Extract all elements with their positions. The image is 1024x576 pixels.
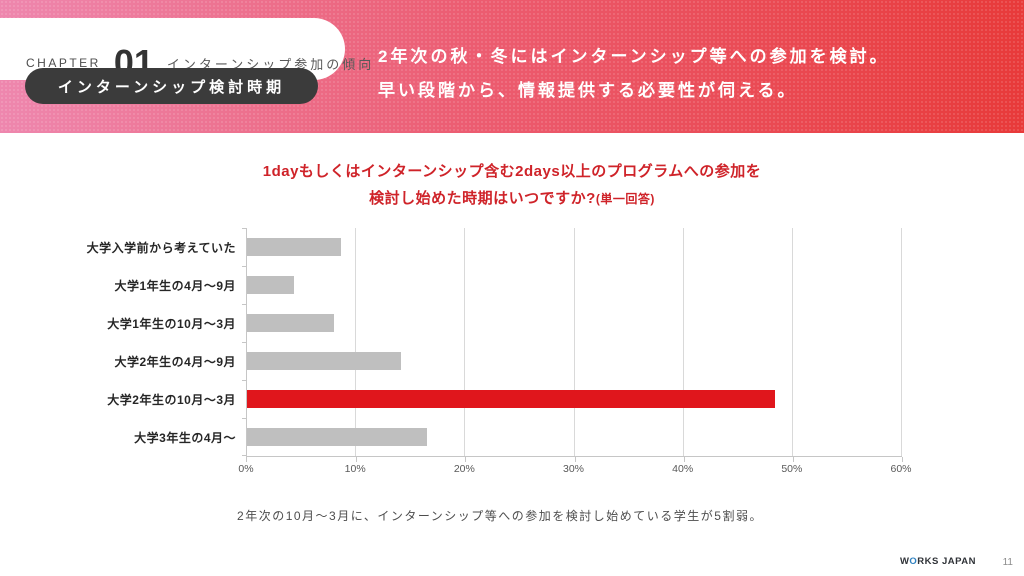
category-label: 大学2年生の10月〜3月 xyxy=(107,392,236,407)
x-axis-ticks: 0% 10% 20% 30% 40% 50% 60% xyxy=(238,463,911,479)
y-axis-tick-mark xyxy=(242,380,246,381)
headline: 2年次の秋・冬にはインターンシップ等への参加を検討。 早い段階から、情報提供する… xyxy=(378,40,890,108)
gridline xyxy=(464,228,466,456)
x-axis-tick-mark xyxy=(574,457,576,462)
category-label: 大学1年生の10月〜3月 xyxy=(107,316,236,331)
chapter-label: CHAPTER xyxy=(26,56,101,70)
header-band: CHAPTER 01 インターンシップ参加の傾向 インターンシップ検討時期 2年… xyxy=(0,0,1024,133)
chart-title-note: (単一回答) xyxy=(595,192,655,206)
works-japan-logo: WORKS JAPAN xyxy=(899,556,976,567)
page-number: 11 xyxy=(1002,557,1013,568)
x-tick-label: 10% xyxy=(344,463,366,475)
x-tick-label: 60% xyxy=(890,463,912,475)
chart-title: 1dayもしくはインターンシップ含む2days以上のプログラムへの参加を 検討し… xyxy=(0,158,1024,213)
gridline xyxy=(901,228,902,456)
x-axis-tick-mark xyxy=(683,457,685,462)
headline-line1: 2年次の秋・冬にはインターンシップ等への参加を検討。 xyxy=(378,47,890,66)
x-tick-label: 20% xyxy=(453,463,475,475)
x-axis-tick-mark xyxy=(246,457,247,462)
chapter-section-title: インターンシップ参加の傾向 xyxy=(166,56,375,72)
category-label: 大学3年生の4月〜 xyxy=(134,430,236,445)
bar xyxy=(247,314,335,332)
bar xyxy=(247,428,428,446)
bar xyxy=(247,238,341,256)
y-axis-tick-mark xyxy=(242,342,246,343)
gridline xyxy=(355,228,357,456)
chart-title-line1: 1dayもしくはインターンシップ含む2days以上のプログラムへの参加を xyxy=(262,163,762,180)
x-axis-tick-mark xyxy=(792,457,794,462)
category-label: 大学入学前から考えていた xyxy=(86,240,236,255)
x-axis-tick-mark xyxy=(465,457,467,462)
y-axis-tick-mark xyxy=(242,266,246,267)
y-axis-tick-mark xyxy=(242,418,246,419)
gridline xyxy=(791,228,793,456)
logo-o-mark: O xyxy=(909,556,918,567)
category-label: 大学1年生の4月〜9月 xyxy=(114,278,236,293)
plot-area xyxy=(242,228,903,462)
footnote: 2年次の10月〜3月に、インターンシップ等への参加を検討し始めている学生が5割弱… xyxy=(237,509,763,523)
gridline xyxy=(573,228,575,456)
x-tick-label: 0% xyxy=(238,463,254,475)
headline-line2: 早い段階から、情報提供する必要性が伺える。 xyxy=(378,81,798,100)
x-tick-label: 40% xyxy=(672,463,694,475)
bar xyxy=(247,352,401,370)
category-labels: 大学入学前から考えていた 大学1年生の4月〜9月 大学1年生の10月〜3月 大学2年生… xyxy=(0,228,236,456)
x-axis-tick-mark xyxy=(356,457,358,462)
bar xyxy=(247,276,294,294)
category-label: 大学2年生の4月〜9月 xyxy=(114,354,236,369)
x-tick-label: 30% xyxy=(562,463,584,475)
x-axis-tick-mark xyxy=(902,457,903,462)
gridline xyxy=(682,228,684,456)
y-axis-tick-mark xyxy=(242,455,246,456)
x-tick-label: 50% xyxy=(781,463,803,475)
y-axis-tick-mark xyxy=(242,228,246,229)
chart-title-line2: 検討し始めた時期はいつですか?(単一回答) xyxy=(369,190,655,207)
y-axis-tick-mark xyxy=(242,304,246,305)
highlighted-bar xyxy=(247,390,776,408)
topic-badge: インターンシップ検討時期 xyxy=(25,68,318,104)
